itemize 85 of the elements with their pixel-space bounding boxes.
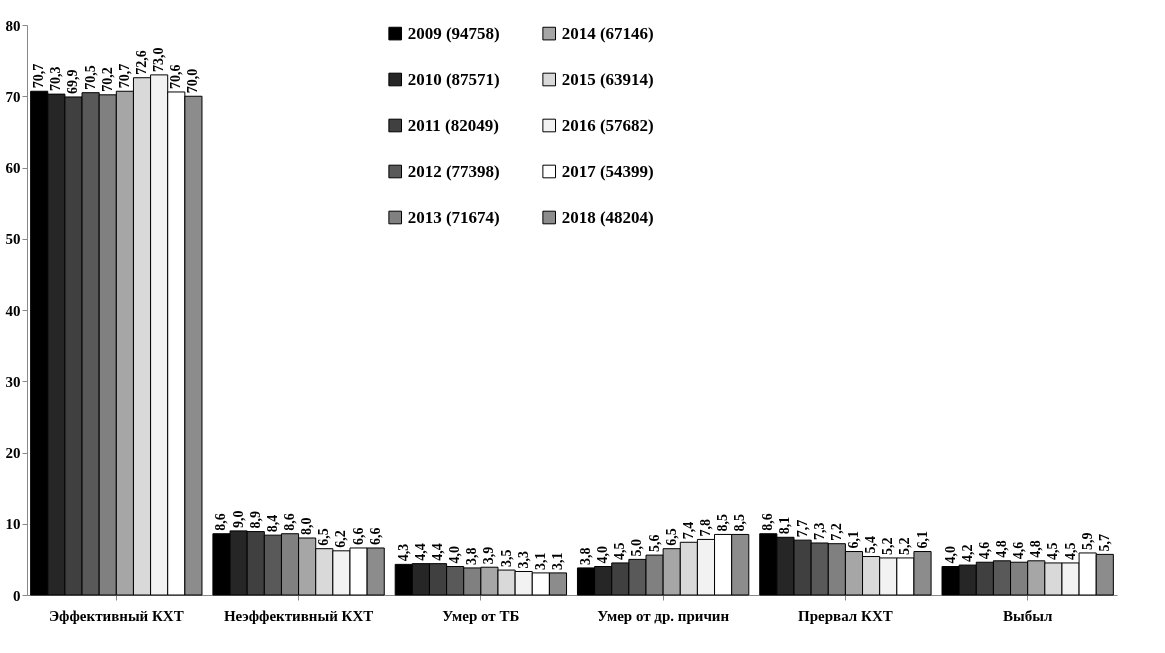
data-label: 3,8: [464, 547, 480, 565]
data-label: 70,7: [116, 63, 132, 89]
data-label: 5,2: [880, 537, 896, 555]
data-label: 9,0: [230, 510, 246, 528]
data-label: 7,8: [697, 518, 713, 537]
data-label: 5,7: [1096, 533, 1112, 552]
data-label: 72,6: [134, 50, 150, 75]
data-label: 8,5: [732, 513, 748, 532]
data-label: 4,3: [395, 543, 411, 562]
data-label: 5,0: [629, 538, 645, 557]
y-tick-label: 50: [5, 231, 21, 248]
x-tick-label: Умер от ТБ: [442, 607, 520, 624]
data-label: 8,4: [264, 514, 280, 533]
y-tick-label: 70: [5, 88, 21, 105]
data-label: 4,4: [430, 543, 446, 561]
data-label: 6,2: [333, 530, 349, 548]
data-label: 8,5: [715, 513, 731, 532]
data-label: 7,2: [828, 523, 844, 541]
data-label: 7,7: [794, 519, 810, 538]
y-tick-label: 40: [5, 302, 21, 319]
x-tick-label: Неэффективный КХТ: [223, 607, 374, 624]
data-label: 5,9: [1079, 532, 1095, 550]
data-label: 8,6: [760, 513, 776, 531]
data-label: 70,2: [99, 67, 115, 92]
data-label: 69,9: [65, 69, 81, 94]
data-label: 4,0: [595, 546, 611, 564]
data-label: 3,3: [515, 550, 531, 569]
data-label: 70,3: [48, 66, 64, 92]
data-label: 4,4: [412, 543, 428, 561]
x-tick-label: Эффективный КХТ: [48, 607, 184, 624]
x-tick-label: Прервал КХТ: [798, 607, 893, 624]
data-label: 6,5: [663, 528, 679, 546]
data-label: 8,6: [282, 513, 298, 531]
legend-label: 2011 (82049): [407, 115, 499, 135]
legend-label: 2015 (63914): [561, 69, 654, 89]
data-label: 70,7: [31, 63, 47, 89]
legend-label: 2010 (87571): [407, 69, 500, 89]
legend-label: 2016 (57682): [561, 115, 654, 135]
data-label: 5,2: [897, 537, 913, 555]
data-label: 7,4: [680, 521, 696, 540]
data-label: 3,9: [481, 546, 497, 565]
data-label: 70,0: [185, 68, 201, 94]
data-label: 70,6: [168, 64, 184, 89]
data-label: 4,0: [942, 546, 958, 564]
legend-label: 2012 (77398): [407, 161, 500, 181]
y-tick-label: 60: [5, 160, 21, 176]
data-label: 6,1: [914, 531, 930, 549]
data-label: 73,0: [151, 47, 167, 72]
data-label: 4,5: [1045, 542, 1061, 560]
y-tick-label: 0: [13, 587, 21, 604]
data-label: 8,0: [299, 517, 315, 535]
data-label: 3,8: [578, 547, 594, 565]
data-label: 5,4: [863, 536, 879, 554]
data-label: 4,8: [993, 540, 1009, 558]
data-label: 4,0: [447, 546, 463, 564]
y-tick-label: 30: [5, 373, 21, 390]
data-label: 4,5: [612, 542, 628, 560]
y-tick-label: 80: [5, 17, 21, 34]
legend-label: 2017 (54399): [561, 161, 654, 181]
data-label: 6,6: [350, 527, 366, 545]
legend-label: 2018 (48204): [561, 207, 654, 227]
data-label: 8,9: [247, 511, 263, 529]
legend-label: 2009 (94758): [407, 23, 500, 43]
x-tick-label: Выбыл: [1003, 607, 1053, 624]
data-label: 70,5: [82, 65, 98, 90]
legend-label: 2013 (71674): [407, 207, 500, 227]
data-label: 4,6: [1011, 541, 1027, 560]
x-tick-label: Умер от др. причин: [597, 607, 730, 624]
data-label: 8,6: [213, 513, 229, 531]
y-tick-label: 10: [5, 516, 21, 533]
data-label: 6,1: [845, 531, 861, 549]
data-label: 8,1: [777, 516, 793, 535]
data-label: 6,6: [367, 527, 383, 545]
data-label: 3,1: [549, 552, 565, 570]
legend-label: 2014 (67146): [561, 23, 654, 43]
data-label: 4,2: [959, 544, 975, 563]
data-label: 6,5: [316, 528, 332, 546]
data-label: 3,1: [532, 552, 548, 570]
data-label: 5,6: [646, 534, 662, 553]
data-label: 4,5: [1062, 542, 1078, 560]
data-label: 3,5: [498, 549, 514, 568]
data-label: 7,3: [811, 522, 827, 540]
data-label: 4,6: [976, 541, 992, 560]
y-tick-label: 20: [5, 445, 21, 461]
data-label: 4,8: [1028, 540, 1044, 558]
